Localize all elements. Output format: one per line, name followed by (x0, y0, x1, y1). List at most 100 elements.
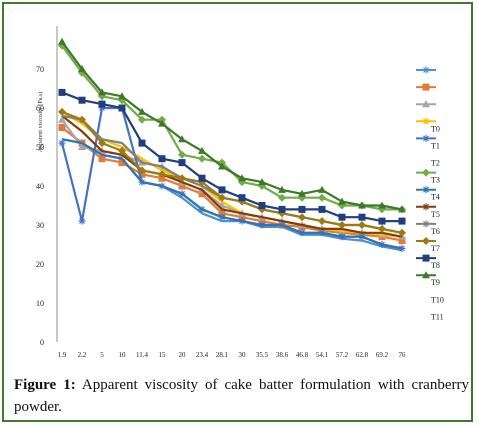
legend-label: T6 (431, 227, 440, 236)
legend: T0 T1 T2 T3 T4 T5 T6 T7 T8 T9 T10 T11 (416, 66, 444, 321)
data-point (258, 202, 266, 209)
data-point (198, 154, 206, 163)
data-point (58, 88, 66, 96)
data-point (298, 205, 306, 213)
legend-label: T3 (431, 176, 440, 185)
x-tick-label: 28.1 (216, 351, 229, 359)
legend-marker (422, 220, 430, 228)
data-point (178, 159, 186, 167)
legend-entry (416, 100, 436, 108)
data-point (138, 107, 146, 115)
legend-entry (416, 66, 436, 74)
data-point (118, 146, 126, 155)
x-tick-label: 62.8 (356, 351, 369, 359)
x-tick-label: 5 (100, 351, 104, 359)
legend-marker (422, 134, 430, 142)
data-point (318, 185, 326, 193)
x-tick-label: 54.1 (316, 351, 329, 359)
data-point (238, 194, 246, 202)
series-line (60, 106, 403, 250)
series-line (61, 44, 402, 211)
line-chart: 0 10 20 30 40 50 60 70 1.9 2.2 5 10 11.4 15 20 23.4 28.… (36, 26, 444, 359)
data-point (98, 139, 106, 148)
data-point (378, 224, 386, 233)
series-t4 (61, 138, 403, 250)
data-point (238, 174, 246, 182)
series-t5 (61, 114, 403, 238)
legend-marker (422, 83, 430, 91)
y-tick-label: 60 (36, 104, 44, 113)
legend-entry: T4 (416, 186, 440, 202)
data-point (58, 139, 66, 147)
data-point (358, 221, 366, 229)
data-point (278, 185, 286, 193)
legend-marker (422, 271, 430, 279)
legend-label: T5 (431, 210, 440, 219)
legend-marker (422, 254, 430, 262)
data-point (218, 186, 226, 194)
legend-entry: T5 (416, 203, 440, 219)
legend-entry (416, 83, 436, 91)
x-tick-label: 38.6 (276, 351, 289, 359)
data-point (218, 162, 226, 170)
series-line (61, 138, 403, 250)
data-point (118, 92, 126, 100)
data-point (78, 217, 86, 225)
data-point (78, 65, 86, 72)
legend-marker (422, 117, 430, 125)
legend-entry: T8 (416, 254, 440, 270)
legend-marker (422, 66, 430, 74)
data-point (58, 115, 66, 123)
data-point (358, 213, 366, 221)
data-point (178, 182, 186, 190)
data-point (158, 155, 166, 163)
data-point (78, 115, 86, 124)
data-point (58, 124, 66, 131)
legend-marker (422, 203, 430, 211)
legend-label: T10 (431, 295, 444, 304)
x-tick-label: 2.2 (78, 351, 87, 359)
x-tick-label: 35.5 (256, 351, 269, 359)
series-t8 (58, 88, 406, 225)
data-point (378, 201, 386, 209)
data-point (298, 189, 306, 197)
data-point (178, 150, 186, 159)
y-tick-label: 20 (36, 260, 44, 269)
data-point (338, 221, 346, 229)
legend-label: T4 (431, 193, 440, 202)
x-tick-label: 30 (239, 351, 247, 359)
caption-text: Apparent viscosity of cake batter formul… (14, 377, 469, 415)
data-point (378, 217, 386, 225)
data-point (138, 139, 146, 147)
series-group (58, 37, 406, 252)
legend-label: T7 (431, 244, 440, 253)
x-tick-label: 15 (159, 351, 167, 359)
legend-marker (422, 237, 430, 245)
y-axis: 0 10 20 30 40 50 60 70 (36, 26, 58, 347)
x-tick-label: 20 (179, 351, 187, 359)
series-t9 (58, 37, 406, 213)
legend-label: T2 (431, 159, 440, 168)
x-tick-label: 23.4 (196, 351, 209, 359)
legend-entry: T11 (431, 312, 444, 321)
legend-entry: T7 (416, 237, 440, 253)
legend-entry: T10 (431, 295, 444, 304)
legend-label: T8 (431, 261, 440, 270)
legend-entry: T6 (416, 220, 440, 236)
data-point (398, 205, 406, 213)
data-point (198, 146, 206, 154)
data-point (118, 104, 126, 112)
legend-marker (422, 186, 430, 194)
y-tick-label: 30 (36, 221, 44, 230)
data-point (358, 201, 366, 209)
data-point (158, 119, 166, 127)
data-point (338, 197, 346, 205)
y-tick-label: 40 (36, 182, 44, 191)
data-point (278, 205, 286, 213)
y-tick-label: 70 (36, 65, 44, 74)
data-point (318, 205, 326, 213)
data-point (398, 217, 406, 225)
x-tick-label: 1.9 (58, 351, 67, 359)
series-t3 (58, 41, 406, 214)
data-point (178, 174, 186, 183)
